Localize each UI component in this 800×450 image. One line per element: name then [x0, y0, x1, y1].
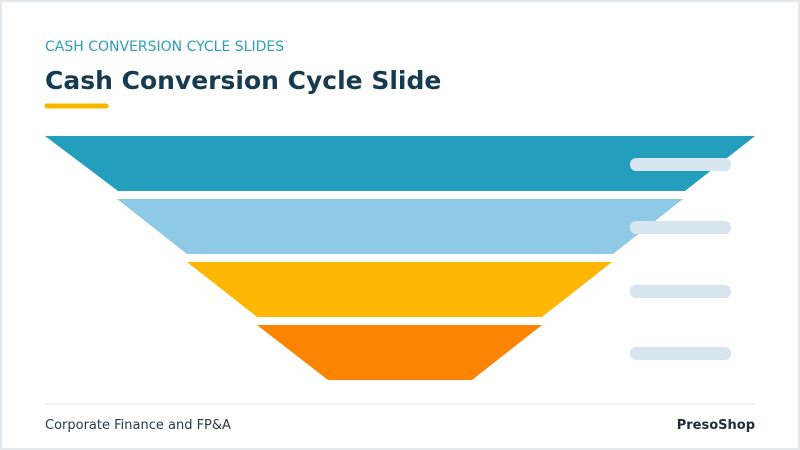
text-placeholder: [630, 158, 731, 171]
funnel-stage: [187, 262, 612, 317]
funnel-stage: [45, 136, 755, 191]
text-placeholder: [630, 285, 731, 298]
text-placeholder: [630, 221, 731, 234]
funnel-stage: [117, 199, 683, 254]
funnel-stage: [257, 325, 542, 380]
text-placeholder: [630, 347, 731, 360]
eyebrow: CASH CONVERSION CYCLE SLIDES: [45, 39, 284, 55]
footer-left: Corporate Finance and FP&A: [45, 418, 231, 433]
footer-right: PresoShop: [677, 418, 755, 433]
title: Cash Conversion Cycle Slide: [45, 66, 441, 95]
